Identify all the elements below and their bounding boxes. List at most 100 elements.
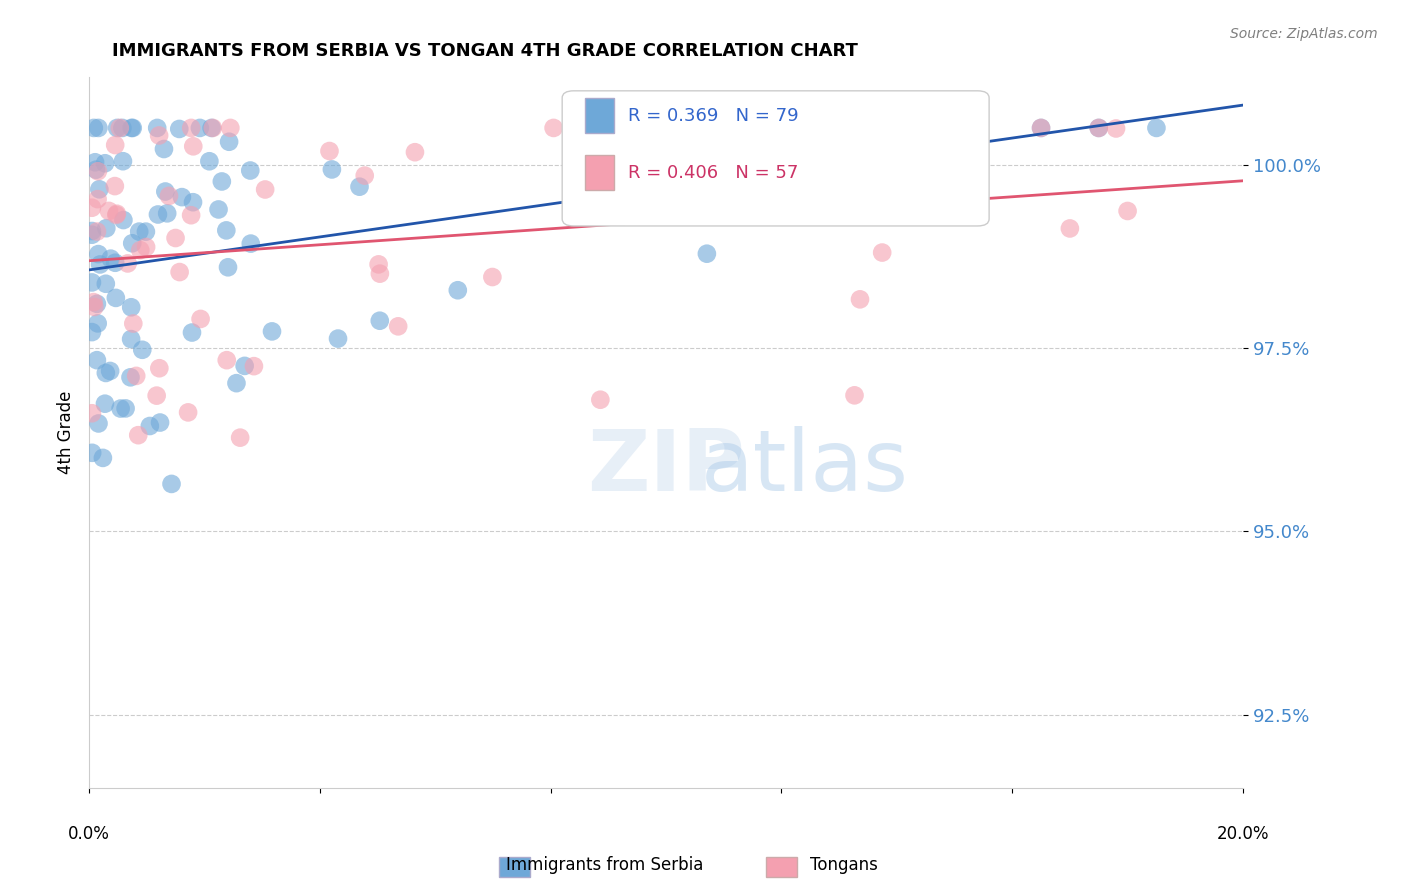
Tongans [254, 182, 277, 196]
Immigrants from Serbia [1144, 120, 1167, 135]
Tongans [86, 225, 108, 239]
Text: 20.0%: 20.0% [1216, 824, 1270, 843]
Immigrants from Serbia [104, 291, 127, 305]
Immigrants from Serbia [111, 120, 134, 135]
Immigrants from Serbia [678, 179, 700, 194]
Y-axis label: 4th Grade: 4th Grade [58, 391, 75, 474]
Immigrants from Serbia [146, 120, 169, 135]
Immigrants from Serbia [121, 236, 143, 251]
Immigrants from Serbia [96, 221, 118, 235]
Tongans [215, 353, 238, 368]
Tongans [589, 392, 612, 407]
Immigrants from Serbia [98, 364, 121, 378]
Tongans [368, 267, 391, 281]
Immigrants from Serbia [155, 185, 177, 199]
Immigrants from Serbia [84, 155, 107, 169]
Text: R = 0.406   N = 57: R = 0.406 N = 57 [628, 163, 799, 182]
Immigrants from Serbia [170, 190, 193, 204]
Bar [585, 155, 614, 190]
Text: Tongans: Tongans [810, 856, 877, 874]
Tongans [190, 312, 212, 326]
Tongans [80, 406, 103, 420]
Immigrants from Serbia [83, 120, 105, 135]
Tongans [148, 128, 170, 143]
Immigrants from Serbia [146, 207, 169, 221]
Tongans [87, 164, 110, 178]
Bar [585, 98, 614, 134]
Tongans [849, 293, 872, 307]
Immigrants from Serbia [326, 332, 349, 346]
Tongans [105, 207, 128, 221]
Tongans [1105, 121, 1128, 136]
Tongans [105, 208, 128, 222]
Tongans [229, 431, 252, 445]
Tongans [704, 120, 727, 135]
Immigrants from Serbia [1029, 120, 1052, 135]
Immigrants from Serbia [1087, 120, 1109, 135]
Tongans [1029, 120, 1052, 135]
Immigrants from Serbia [349, 179, 371, 194]
Immigrants from Serbia [84, 162, 107, 177]
Tongans [181, 139, 204, 153]
Tongans [1059, 221, 1081, 235]
Tongans [404, 145, 426, 160]
Immigrants from Serbia [181, 326, 204, 340]
Tongans [387, 319, 409, 334]
Tongans [125, 368, 148, 383]
Tongans [1087, 120, 1109, 135]
Tongans [148, 361, 170, 376]
Tongans [83, 295, 105, 310]
Immigrants from Serbia [82, 446, 104, 460]
Tongans [157, 189, 180, 203]
Immigrants from Serbia [121, 120, 143, 135]
Immigrants from Serbia [121, 120, 143, 135]
Tongans [129, 243, 152, 257]
Immigrants from Serbia [200, 120, 222, 135]
Immigrants from Serbia [225, 376, 247, 391]
Immigrants from Serbia [80, 325, 103, 339]
Tongans [97, 203, 120, 218]
Immigrants from Serbia [100, 252, 122, 266]
Tongans [83, 300, 105, 314]
Tongans [890, 120, 912, 135]
Tongans [887, 147, 910, 161]
Immigrants from Serbia [87, 417, 110, 431]
Immigrants from Serbia [233, 359, 256, 373]
Text: ZIP: ZIP [588, 426, 745, 509]
Text: 0.0%: 0.0% [67, 824, 110, 843]
Immigrants from Serbia [765, 120, 787, 135]
Immigrants from Serbia [112, 213, 135, 227]
Immigrants from Serbia [94, 277, 117, 291]
Immigrants from Serbia [128, 225, 150, 239]
Text: R = 0.369   N = 79: R = 0.369 N = 79 [628, 107, 799, 125]
Immigrants from Serbia [215, 223, 238, 237]
Immigrants from Serbia [218, 135, 240, 149]
Tongans [180, 120, 202, 135]
Tongans [844, 388, 866, 402]
Immigrants from Serbia [447, 283, 470, 297]
Immigrants from Serbia [120, 332, 142, 346]
Tongans [367, 257, 389, 271]
Immigrants from Serbia [87, 247, 110, 261]
Bar [499, 857, 530, 877]
Immigrants from Serbia [94, 156, 117, 170]
Immigrants from Serbia [120, 300, 142, 314]
Tongans [243, 359, 266, 373]
Tongans [1116, 204, 1139, 219]
Immigrants from Serbia [696, 246, 718, 260]
Tongans [145, 389, 167, 403]
Immigrants from Serbia [104, 256, 127, 270]
Immigrants from Serbia [86, 317, 108, 331]
Tongans [481, 270, 503, 285]
Immigrants from Serbia [80, 276, 103, 290]
Immigrants from Serbia [139, 419, 162, 434]
Immigrants from Serbia [321, 162, 343, 177]
Tongans [645, 183, 668, 197]
Immigrants from Serbia [110, 401, 132, 416]
Immigrants from Serbia [239, 163, 262, 178]
Tongans [353, 169, 375, 183]
Tongans [104, 138, 127, 153]
Text: IMMIGRANTS FROM SERBIA VS TONGAN 4TH GRADE CORRELATION CHART: IMMIGRANTS FROM SERBIA VS TONGAN 4TH GRA… [112, 42, 858, 60]
FancyBboxPatch shape [562, 91, 988, 226]
Tongans [180, 208, 202, 222]
